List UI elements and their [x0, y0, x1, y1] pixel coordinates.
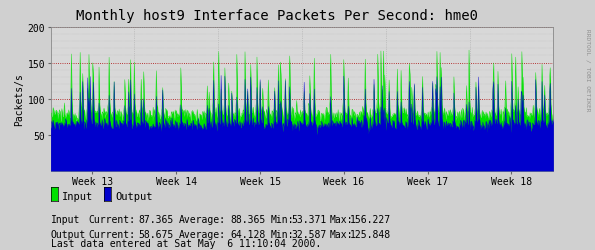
Text: Input: Input	[62, 191, 93, 201]
Text: 64.128: 64.128	[230, 230, 265, 239]
Text: 58.675: 58.675	[139, 230, 174, 239]
Text: 87.365: 87.365	[139, 214, 174, 224]
Y-axis label: Packets/s: Packets/s	[15, 73, 24, 126]
Text: Current:: Current:	[88, 230, 135, 239]
Text: 125.848: 125.848	[350, 230, 391, 239]
Text: Current:: Current:	[88, 214, 135, 224]
Text: Output: Output	[51, 230, 86, 239]
Text: Monthly host9 Interface Packets Per Second: hme0: Monthly host9 Interface Packets Per Seco…	[76, 9, 478, 23]
Text: Max:: Max:	[330, 214, 353, 224]
Text: 32.587: 32.587	[292, 230, 327, 239]
Text: Input: Input	[51, 214, 80, 224]
Text: Average:: Average:	[178, 214, 226, 224]
Text: Output: Output	[115, 191, 153, 201]
Text: 156.227: 156.227	[350, 214, 391, 224]
Text: Last data entered at Sat May  6 11:10:04 2000.: Last data entered at Sat May 6 11:10:04 …	[51, 238, 321, 248]
Text: Min:: Min:	[271, 214, 294, 224]
Text: Max:: Max:	[330, 230, 353, 239]
Text: Min:: Min:	[271, 230, 294, 239]
Text: RRDTOOL / TOBI OETIKER: RRDTOOL / TOBI OETIKER	[585, 29, 590, 111]
Text: Average:: Average:	[178, 230, 226, 239]
Text: 88.365: 88.365	[230, 214, 265, 224]
Text: 53.371: 53.371	[292, 214, 327, 224]
